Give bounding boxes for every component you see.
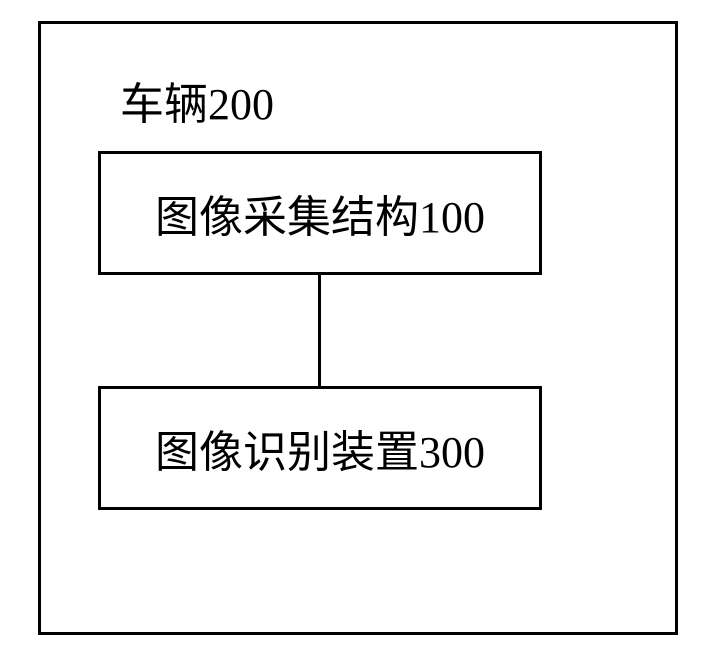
connector-line xyxy=(318,275,321,386)
diagram-title: 车辆200 xyxy=(120,68,274,132)
block-image-recognition: 图像识别装置300 xyxy=(98,386,542,510)
block-image-capture: 图像采集结构100 xyxy=(98,151,542,275)
block-image-capture-label: 图像采集结构100 xyxy=(155,181,485,245)
block-image-recognition-label: 图像识别装置300 xyxy=(155,416,485,480)
